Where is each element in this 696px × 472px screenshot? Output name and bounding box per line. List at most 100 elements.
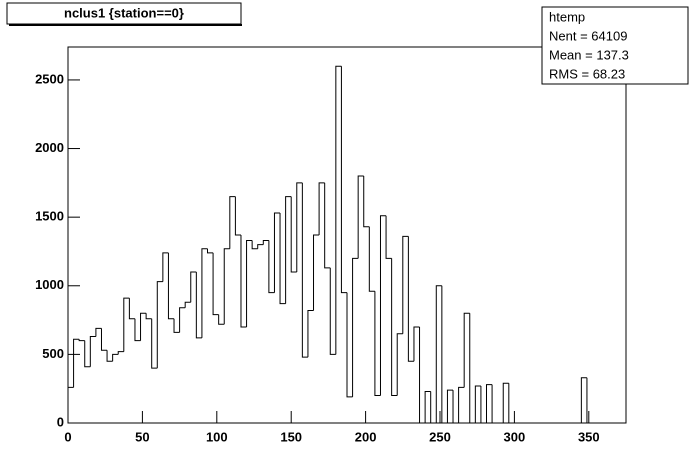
bar: [67, 386, 74, 423]
bar: [430, 391, 437, 424]
x-tick-label: 200: [355, 429, 377, 444]
stats-name: htemp: [549, 9, 585, 24]
y-tick-label: 2500: [35, 71, 64, 86]
stats-rms: RMS = 68.23: [549, 66, 625, 81]
bar: [474, 385, 481, 423]
chart-title: nclus1 {station==0}: [64, 5, 184, 20]
bar: [491, 384, 498, 424]
x-tick-label: 350: [578, 429, 600, 444]
bar: [151, 318, 158, 369]
stats-entries: Nent = 64109: [549, 28, 627, 43]
bar: [452, 390, 459, 424]
bar: [128, 298, 135, 320]
x-tick-label: 150: [280, 429, 302, 444]
bar: [363, 175, 370, 228]
bar: [301, 182, 308, 358]
bar: [240, 235, 247, 328]
bar: [296, 182, 303, 273]
bar: [268, 240, 275, 294]
y-tick-label: 2000: [35, 140, 64, 155]
bar: [385, 215, 392, 259]
bar: [324, 182, 331, 269]
bar: [357, 175, 364, 259]
y-tick-label: 500: [42, 346, 64, 361]
bar: [329, 267, 336, 355]
bar: [229, 196, 236, 249]
x-tick-label: 250: [429, 429, 451, 444]
bar: [190, 271, 197, 303]
bar: [335, 65, 342, 355]
bar: [586, 377, 593, 424]
bar: [162, 252, 169, 282]
bar: [207, 248, 214, 254]
bar: [318, 182, 325, 235]
bar: [78, 339, 85, 342]
bar: [419, 326, 426, 424]
bar: [379, 215, 387, 396]
bar: [218, 314, 225, 325]
bar: [212, 252, 219, 316]
bar: [257, 244, 264, 249]
bar: [424, 390, 431, 423]
y-tick-label: 1000: [35, 277, 64, 292]
bar: [73, 338, 80, 388]
bar: [396, 333, 403, 396]
bar: [112, 353, 119, 362]
bar: [251, 240, 258, 250]
bar: [195, 272, 202, 339]
y-tick-label: 0: [57, 414, 64, 429]
x-tick-label: 300: [504, 429, 526, 444]
y-tick-label: 1500: [35, 209, 64, 224]
bar: [407, 236, 414, 362]
bar: [352, 257, 359, 397]
bar: [106, 350, 113, 362]
x-tick-label: 50: [135, 429, 149, 444]
bar: [486, 384, 493, 423]
bar: [313, 234, 320, 311]
bar: [435, 285, 442, 423]
bar: [100, 328, 108, 351]
bar: [340, 66, 347, 294]
bar: [173, 318, 180, 333]
x-tick-label: 0: [64, 429, 71, 444]
bar: [279, 213, 286, 305]
bar: [246, 239, 253, 327]
bar: [145, 313, 152, 320]
bar: [502, 382, 509, 423]
bar: [234, 196, 241, 236]
bar: [84, 340, 91, 368]
bar: [480, 385, 487, 424]
bar: [307, 309, 314, 358]
bar: [273, 212, 281, 293]
bar: [262, 239, 269, 245]
stats-box: [541, 6, 689, 85]
bar: [446, 389, 454, 423]
bar: [580, 377, 587, 423]
bar: [413, 326, 420, 362]
bar: [458, 386, 465, 423]
bar: [156, 281, 163, 369]
x-tick-label: 100: [206, 429, 228, 444]
frame: [67, 46, 627, 424]
bar: [223, 248, 230, 325]
bar: [184, 301, 191, 308]
bar: [201, 248, 208, 338]
stats-mean: Mean = 137.3: [549, 47, 629, 62]
bar: [179, 307, 186, 333]
bar: [167, 252, 175, 320]
bar: [368, 226, 375, 292]
bar: [469, 313, 476, 424]
bar: [441, 285, 448, 424]
bar: [508, 383, 515, 424]
bar: [374, 291, 381, 397]
bar: [402, 235, 409, 334]
bar: [391, 258, 398, 397]
bar: [89, 336, 96, 367]
bar: [285, 196, 292, 304]
bar: [346, 292, 353, 398]
bar: [95, 327, 102, 337]
bar: [463, 312, 470, 388]
bar: [290, 196, 297, 273]
bar: [117, 351, 124, 355]
